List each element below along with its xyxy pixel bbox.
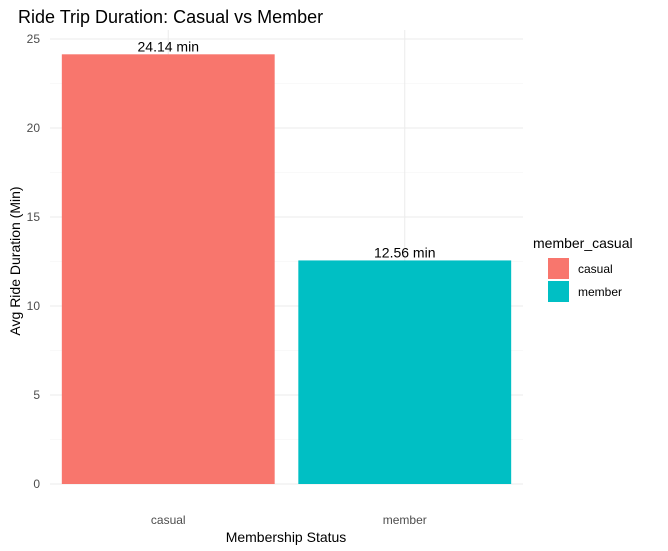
- x-axis-title: Membership Status: [226, 529, 347, 545]
- data-labels: 24.14 min 12.56 min: [138, 38, 436, 260]
- data-label-member: 12.56 min: [374, 244, 435, 260]
- legend-title: member_casual: [533, 235, 633, 251]
- y-tick-label: 20: [27, 121, 41, 135]
- y-tick-label: 0: [33, 477, 40, 491]
- x-tick-label: member: [383, 513, 427, 527]
- data-label-casual: 24.14 min: [138, 38, 199, 54]
- legend-label-casual: casual: [578, 262, 613, 276]
- y-tick-label: 15: [27, 210, 41, 224]
- bar-member: [298, 260, 512, 484]
- y-axis-title: Avg Ride Duration (Min): [7, 186, 23, 335]
- bar-casual: [61, 54, 275, 485]
- y-tick-label: 10: [27, 299, 41, 313]
- y-tick-label: 5: [33, 388, 40, 402]
- y-axis-ticks: 0 5 10 15 20 25: [27, 32, 41, 491]
- legend-label-member: member: [578, 285, 622, 299]
- y-tick-label: 25: [27, 32, 41, 46]
- legend: member_casual casual member: [533, 235, 633, 302]
- chart-title: Ride Trip Duration: Casual vs Member: [18, 7, 323, 27]
- legend-swatch-casual: [548, 258, 569, 279]
- legend-swatch-member: [548, 281, 569, 302]
- x-tick-label: casual: [151, 513, 186, 527]
- bars: [61, 54, 512, 485]
- legend-items: casual member: [548, 258, 622, 302]
- x-axis-ticks: casual member: [151, 513, 427, 527]
